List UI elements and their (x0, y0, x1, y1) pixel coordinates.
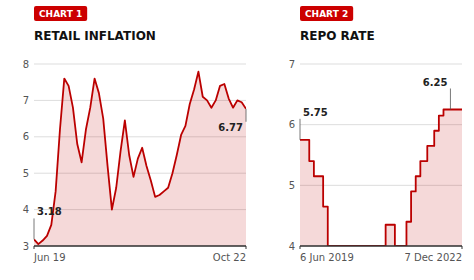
grid-line (300, 124, 462, 125)
panel: CHART 2 REPO RATE 4 5 6 7 6 Jun 2019 7 Dec 2022… (289, 6, 462, 263)
y-tick-label: 7 (289, 59, 295, 70)
badge-label: CHART 1 (39, 9, 82, 19)
data-group (34, 72, 246, 246)
y-tick-label: 5 (23, 168, 29, 179)
annotation-leader (300, 119, 301, 140)
y-tick-label: 7 (23, 95, 29, 106)
area-fill (300, 110, 462, 247)
annotation: 3.18 (37, 206, 62, 217)
panel: CHART 1 RETAIL INFLATION 3 4 5 6 7 8 Jun 19 Oct 2… (23, 6, 246, 263)
badge-background (300, 6, 353, 21)
x-tick (34, 246, 35, 249)
annotation: 6.77 (218, 122, 243, 133)
grid-line (34, 64, 246, 65)
x-tick-label: 7 Dec 2022 (404, 252, 462, 263)
annotation: 6.25 (423, 77, 448, 88)
annotation-leader (34, 218, 35, 239)
x-tick (246, 246, 247, 249)
y-tick-label: 3 (23, 241, 29, 252)
annotation-leader (246, 109, 247, 122)
badge-label: CHART 2 (305, 9, 348, 19)
grid-line (34, 246, 246, 247)
annotation-leader (450, 89, 451, 110)
y-tick-label: 4 (23, 204, 29, 215)
y-tick-label: 4 (289, 241, 295, 252)
y-tick-label: 6 (23, 131, 29, 142)
chart-title: REPO RATE (300, 29, 375, 43)
y-tick-label: 5 (289, 180, 295, 191)
x-tick-label: 6 Jun 2019 (300, 252, 354, 263)
x-axis-line (300, 245, 462, 247)
line (34, 72, 246, 245)
area-fill (34, 72, 246, 246)
x-tick (300, 246, 301, 249)
x-axis-line (34, 245, 246, 247)
y-tick-label: 8 (23, 59, 29, 70)
grid-line (300, 64, 462, 65)
badge: CHART 1 (34, 6, 87, 21)
chart-canvas: CHART 1 RETAIL INFLATION 3 4 5 6 7 8 Jun 19 Oct 2… (0, 0, 474, 280)
x-tick-label: Oct 22 (213, 252, 246, 263)
grid-line (300, 246, 462, 247)
badge-background (34, 6, 87, 21)
badge: CHART 2 (300, 6, 353, 21)
x-tick (462, 246, 463, 249)
chart-title: RETAIL INFLATION (34, 29, 156, 43)
x-tick-label: Jun 19 (33, 252, 66, 263)
step-line (300, 110, 462, 247)
data-group (300, 110, 462, 247)
annotation: 5.75 (303, 107, 328, 118)
y-tick-label: 6 (289, 119, 295, 130)
